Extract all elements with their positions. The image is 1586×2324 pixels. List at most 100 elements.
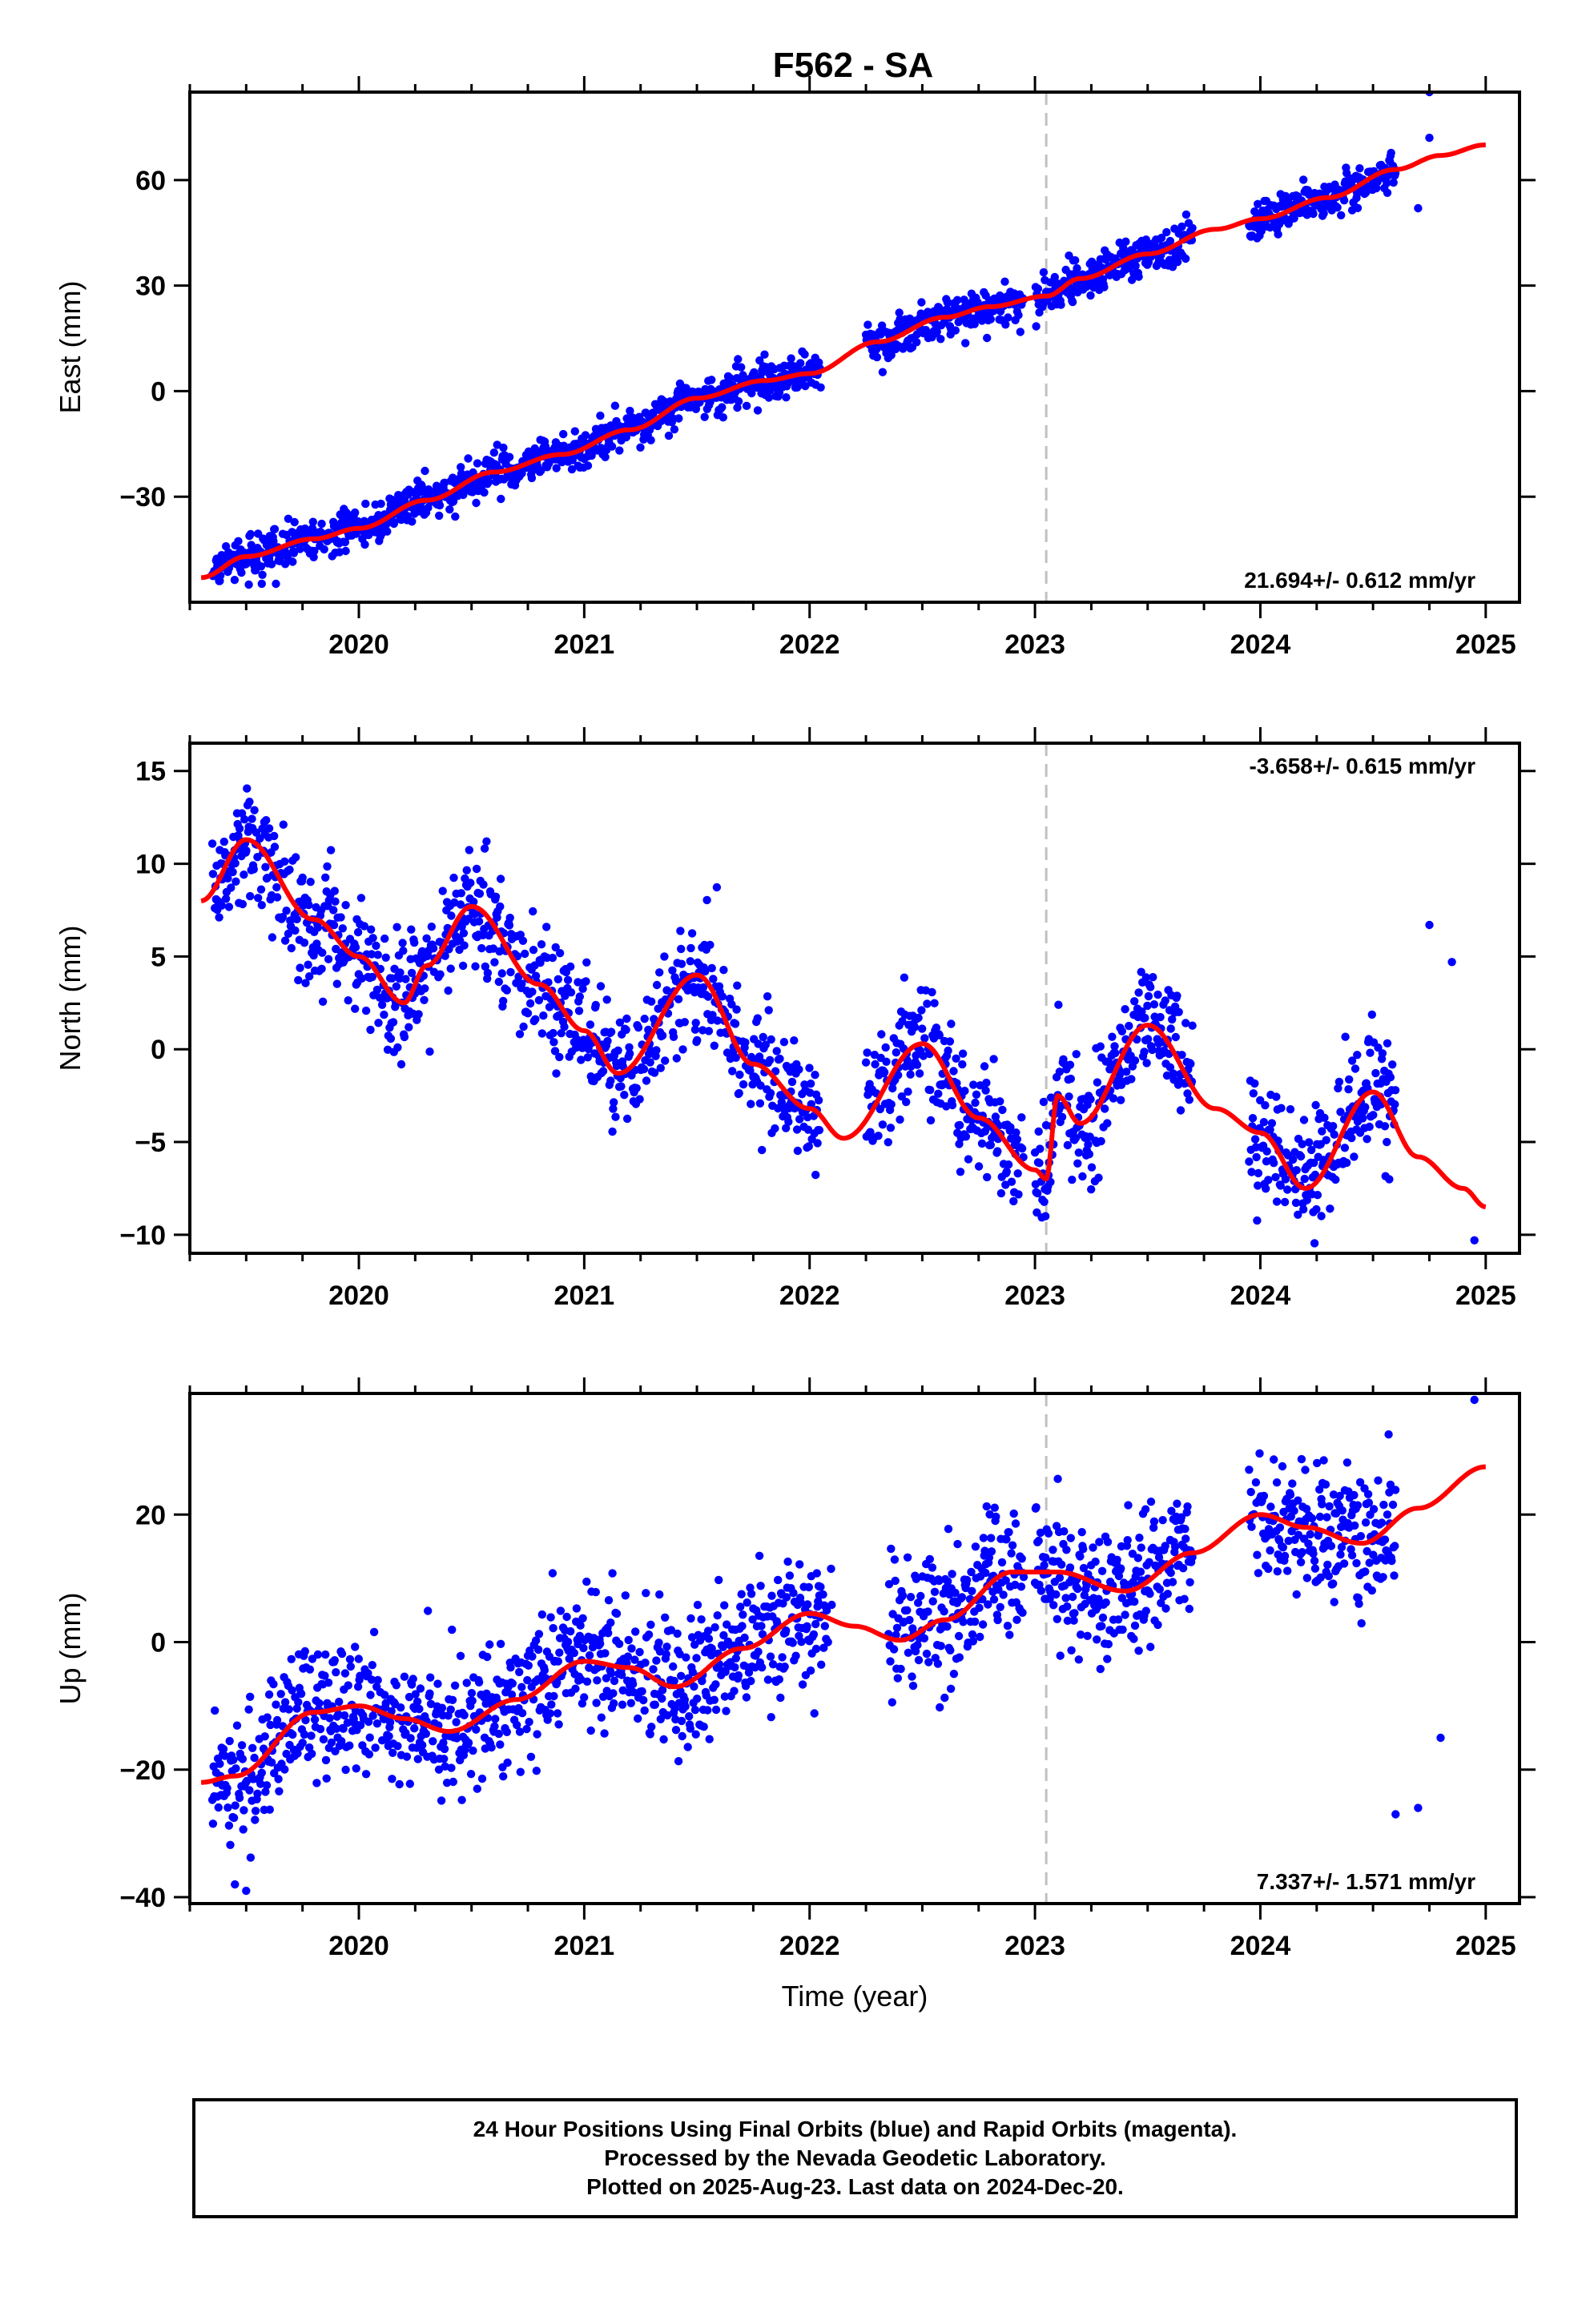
data-point <box>767 1591 776 1600</box>
data-point <box>916 1591 925 1601</box>
data-point <box>409 1675 417 1683</box>
data-point <box>760 350 769 359</box>
data-point <box>971 1542 980 1551</box>
data-point <box>610 1098 618 1107</box>
data-point <box>1014 1190 1023 1199</box>
data-point <box>1018 1608 1027 1618</box>
data-point <box>609 1689 618 1698</box>
data-point <box>229 1813 239 1823</box>
data-point <box>606 1027 616 1036</box>
data-point <box>1181 1534 1190 1543</box>
data-point <box>887 1100 896 1109</box>
data-point <box>992 1512 1000 1522</box>
data-point <box>636 443 645 452</box>
data-point <box>780 1663 789 1671</box>
data-point <box>710 1622 719 1632</box>
data-point <box>420 995 429 1005</box>
data-point <box>515 1030 525 1039</box>
data-point <box>1071 1133 1081 1143</box>
data-point <box>1254 1181 1262 1190</box>
data-point <box>270 831 279 841</box>
data-point <box>1248 1114 1258 1123</box>
data-point <box>659 1735 668 1744</box>
data-point <box>528 1652 537 1661</box>
data-point <box>223 874 232 883</box>
data-point <box>1302 1574 1312 1582</box>
data-point <box>256 562 266 571</box>
footer-line-1: 24 Hour Positions Using Final Orbits (bl… <box>473 2117 1238 2141</box>
data-point <box>345 1741 354 1750</box>
data-point <box>551 943 560 952</box>
data-point <box>719 413 727 422</box>
data-point <box>366 1025 375 1035</box>
data-point <box>310 546 319 556</box>
plot-frame <box>188 1392 1521 1905</box>
data-point <box>764 393 774 402</box>
data-point <box>934 1089 943 1099</box>
data-point <box>1049 1601 1058 1610</box>
data-point <box>400 1672 409 1681</box>
data-point <box>574 1007 584 1015</box>
data-point <box>1281 1175 1290 1184</box>
data-point <box>1284 1536 1293 1546</box>
data-point <box>388 1748 397 1757</box>
data-point <box>483 968 493 978</box>
data-point <box>1161 1604 1170 1613</box>
data-point <box>639 1695 648 1705</box>
data-point <box>655 1590 664 1599</box>
data-point <box>892 1623 902 1633</box>
data-point <box>626 1049 634 1058</box>
data-point <box>1264 1176 1273 1184</box>
data-point <box>1272 1478 1282 1487</box>
data-point <box>948 1100 957 1110</box>
data-point <box>1125 1021 1133 1031</box>
data-point <box>1014 311 1023 320</box>
data-point <box>677 1716 686 1726</box>
data-point <box>1178 1564 1188 1573</box>
data-point <box>1157 1598 1165 1607</box>
data-point <box>505 913 514 923</box>
data-point <box>572 1604 582 1613</box>
data-point <box>446 1705 455 1714</box>
data-point <box>611 1112 620 1121</box>
data-point <box>1162 227 1171 237</box>
data-point <box>553 1709 562 1718</box>
data-point <box>288 1730 297 1739</box>
data-point <box>1255 1449 1264 1458</box>
data-point <box>942 1102 951 1111</box>
data-point <box>1073 1584 1082 1594</box>
data-point <box>1141 235 1151 244</box>
data-point <box>1361 1103 1370 1112</box>
data-point <box>242 846 251 855</box>
data-point <box>631 1627 640 1636</box>
data-point <box>711 1705 721 1715</box>
data-point <box>534 1630 544 1638</box>
data-point <box>953 296 962 304</box>
data-point <box>322 1774 331 1783</box>
data-point <box>223 1803 232 1812</box>
data-point <box>718 403 727 412</box>
data-point <box>943 1622 952 1631</box>
data-point <box>881 1043 890 1052</box>
data-point <box>421 1729 430 1739</box>
data-point <box>321 873 330 883</box>
data-point <box>635 1647 644 1657</box>
data-point <box>1101 1104 1109 1113</box>
data-point <box>972 1090 981 1100</box>
data-point <box>742 1693 751 1702</box>
data-point <box>1286 1490 1295 1499</box>
data-point <box>1034 1127 1043 1136</box>
data-point <box>1036 1144 1045 1153</box>
data-point <box>932 1023 941 1032</box>
data-point <box>999 1590 1008 1599</box>
data-point <box>1154 1553 1164 1562</box>
data-point <box>738 1622 747 1630</box>
data-point <box>630 1655 639 1664</box>
data-point <box>979 1534 988 1542</box>
data-point <box>936 1642 945 1651</box>
data-point <box>577 1055 586 1064</box>
data-point <box>1097 1136 1105 1146</box>
data-point <box>456 900 465 909</box>
